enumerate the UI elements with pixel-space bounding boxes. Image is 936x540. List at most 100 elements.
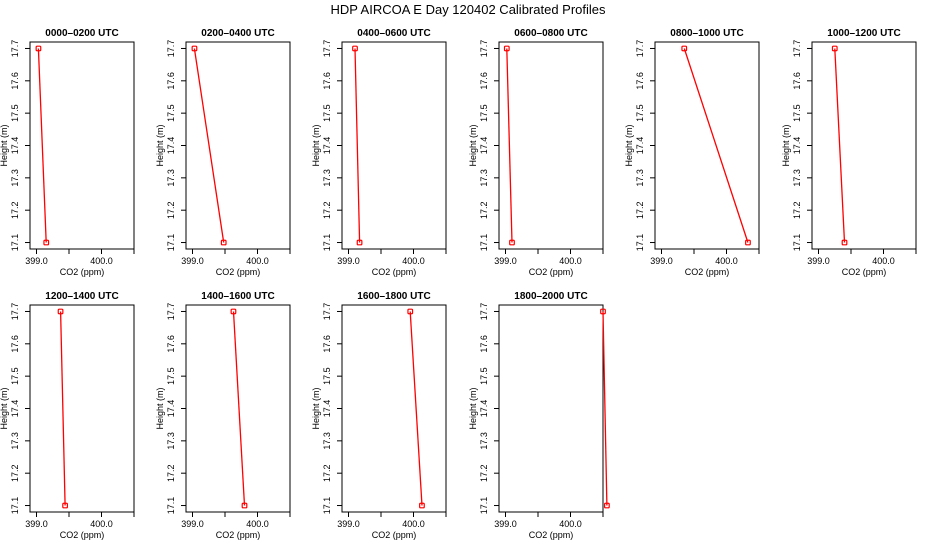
y-tick-label: 17.6 (10, 335, 20, 353)
data-point (352, 45, 358, 52)
y-tick-label: 17.4 (166, 400, 176, 418)
panel-title: 1200–1400 UTC (45, 291, 118, 302)
x-axis-label: CO2 (ppm) (529, 530, 574, 540)
x-tick-label: 399.0 (25, 519, 48, 529)
y-tick-label: 17.6 (10, 72, 20, 90)
y-tick-label: 17.3 (10, 432, 20, 450)
y-axis-label: Height (m) (155, 387, 165, 429)
y-tick-label: 17.7 (322, 303, 332, 321)
data-point (831, 45, 838, 52)
plot-frame (185, 41, 291, 250)
panel-title: 1400–1600 UTC (201, 291, 274, 302)
plot-frame (498, 304, 604, 513)
y-tick-label: 17.6 (479, 335, 489, 353)
y-tick-label: 17.3 (166, 432, 176, 450)
x-tick-label: 400.0 (246, 256, 269, 266)
y-tick-label: 17.1 (166, 234, 176, 252)
y-tick-label: 17.3 (479, 432, 489, 450)
y-tick-label: 17.4 (10, 137, 20, 155)
y-tick-label: 17.4 (322, 137, 332, 155)
y-tick-label: 17.1 (166, 497, 176, 515)
y-tick-label: 17.2 (792, 201, 802, 219)
y-tick-label: 17.5 (792, 104, 802, 122)
y-tick-label: 17.7 (479, 40, 489, 58)
y-tick-label: 17.7 (635, 40, 645, 58)
data-point (603, 502, 610, 509)
y-tick-label: 17.2 (10, 201, 20, 219)
series-line (409, 311, 423, 506)
y-tick-label: 17.1 (10, 497, 20, 515)
y-tick-label: 17.5 (635, 104, 645, 122)
x-axis-label: CO2 (ppm) (372, 267, 417, 277)
data-point (191, 45, 198, 52)
panel-title: 0800–1000 UTC (670, 28, 743, 39)
y-tick-label: 17.6 (322, 335, 332, 353)
y-tick-label: 17.3 (792, 169, 802, 187)
panel-title: 1600–1800 UTC (357, 291, 430, 302)
plot-frame (498, 41, 604, 250)
y-tick-label: 17.4 (479, 400, 489, 418)
data-point (745, 239, 751, 246)
plot-frame (811, 41, 917, 250)
x-tick-label: 400.0 (559, 256, 582, 266)
y-tick-label: 17.6 (166, 72, 176, 90)
x-tick-label: 399.0 (650, 256, 673, 266)
panel-title: 0600–0800 UTC (514, 28, 587, 39)
series-line (354, 48, 361, 243)
series-line (506, 48, 513, 243)
x-tick-label: 399.0 (337, 256, 360, 266)
data-point (35, 45, 42, 52)
panel-title: 0400–0600 UTC (357, 28, 430, 39)
y-tick-label: 17.3 (479, 169, 489, 187)
x-tick-label: 400.0 (90, 256, 113, 266)
plot-frame (185, 304, 291, 513)
series-line (37, 48, 47, 243)
y-tick-label: 17.7 (479, 303, 489, 321)
y-tick-label: 17.1 (792, 234, 802, 252)
x-tick-label: 399.0 (494, 519, 517, 529)
y-tick-label: 17.6 (479, 72, 489, 90)
y-tick-label: 17.2 (479, 201, 489, 219)
panel-title: 1000–1200 UTC (827, 28, 900, 39)
y-tick-label: 17.4 (792, 137, 802, 155)
data-point (419, 502, 425, 509)
panel-title: 0000–0200 UTC (45, 28, 118, 39)
series-line (59, 311, 66, 506)
y-tick-label: 17.2 (322, 464, 332, 482)
y-tick-label: 17.1 (479, 234, 489, 252)
y-axis-label: Height (m) (624, 124, 634, 166)
y-tick-label: 17.5 (166, 104, 176, 122)
x-tick-label: 399.0 (181, 519, 204, 529)
y-axis-label: Height (m) (311, 124, 321, 166)
y-tick-label: 17.1 (635, 234, 645, 252)
data-point (407, 308, 414, 315)
y-tick-label: 17.3 (635, 169, 645, 187)
x-axis-label: CO2 (ppm) (842, 267, 887, 277)
y-tick-label: 17.4 (166, 137, 176, 155)
series-line (193, 48, 225, 243)
y-axis-label: Height (m) (0, 124, 9, 166)
y-tick-label: 17.4 (10, 400, 20, 418)
y-tick-label: 17.4 (322, 400, 332, 418)
figure-title: HDP AIRCOA E Day 120402 Calibrated Profi… (330, 2, 606, 17)
y-tick-label: 17.7 (166, 40, 176, 58)
y-tick-label: 17.1 (479, 497, 489, 515)
y-axis-label: Height (m) (468, 124, 478, 166)
x-axis-label: CO2 (ppm) (216, 267, 261, 277)
data-point (681, 45, 688, 52)
x-axis-label: CO2 (ppm) (60, 267, 105, 277)
x-tick-label: 400.0 (872, 256, 895, 266)
panel-title: 1800–2000 UTC (514, 291, 587, 302)
x-axis-label: CO2 (ppm) (529, 267, 574, 277)
data-point (62, 502, 68, 509)
plot-frame (29, 304, 135, 513)
y-tick-label: 17.1 (322, 497, 332, 515)
data-point (230, 308, 237, 315)
y-tick-label: 17.2 (166, 201, 176, 219)
y-tick-label: 17.6 (166, 335, 176, 353)
y-tick-label: 17.2 (166, 464, 176, 482)
